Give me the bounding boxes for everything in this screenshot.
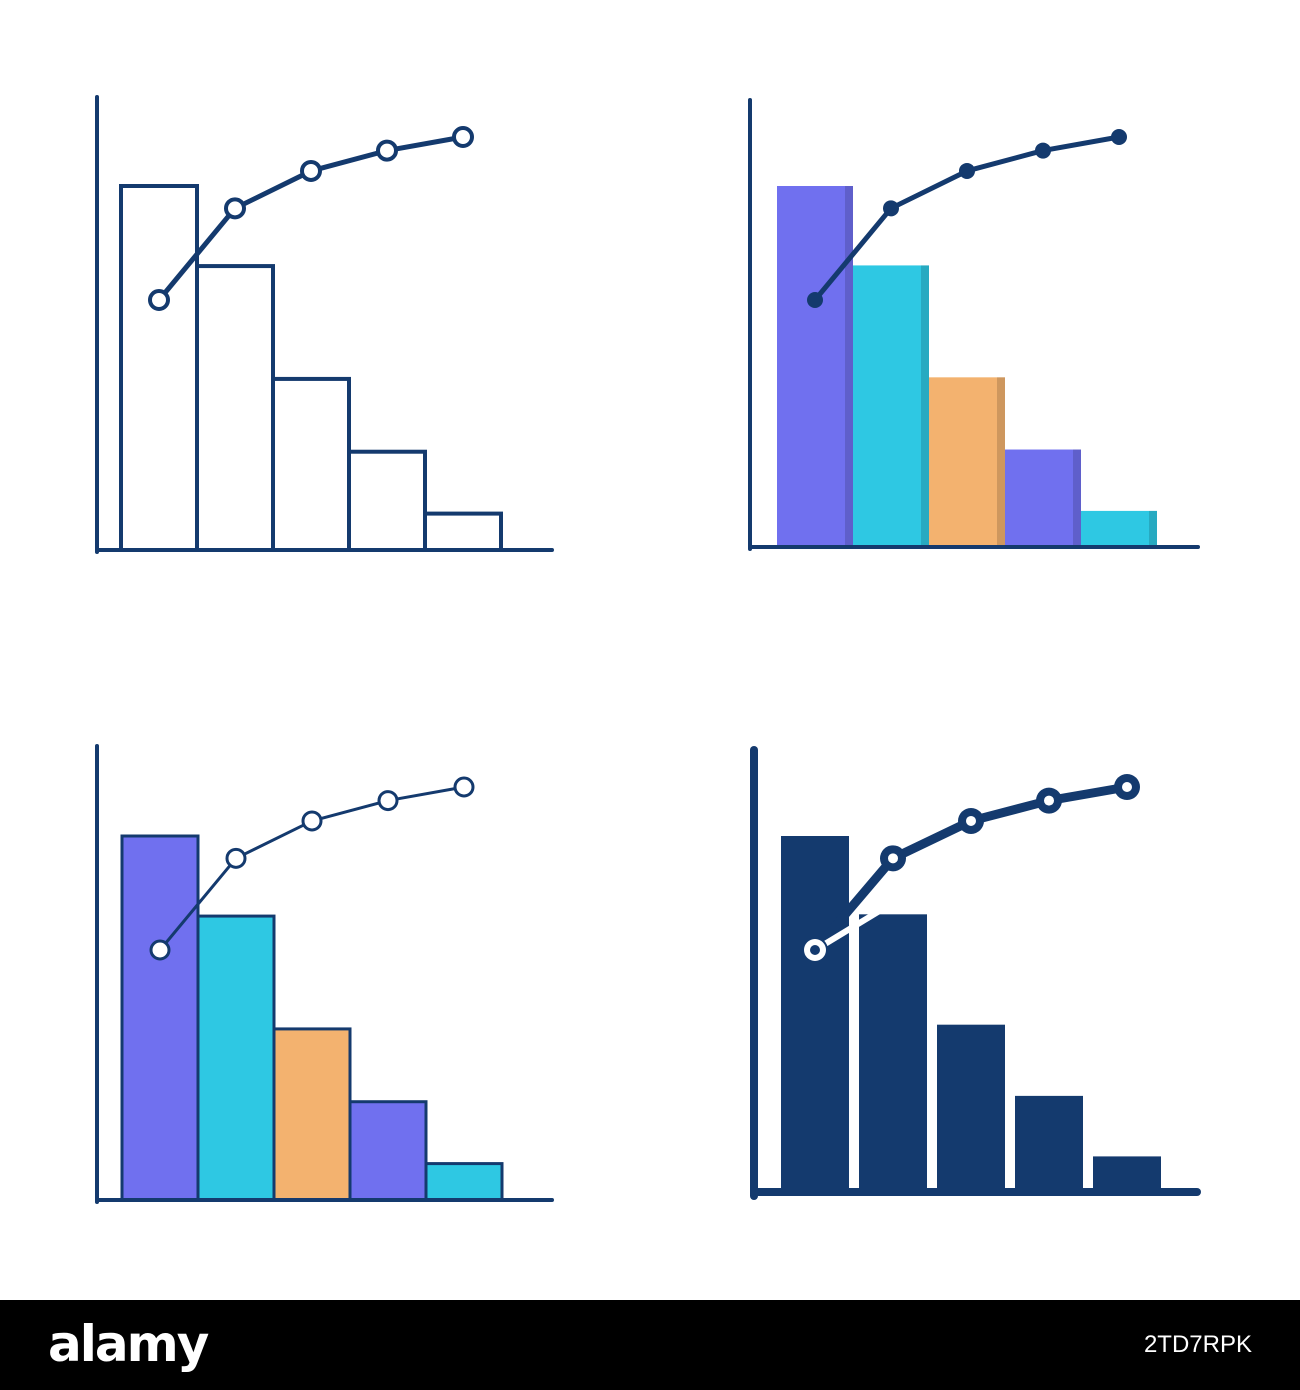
pareto-icon-flat-color (748, 98, 1200, 551)
cumulative-point-core-4 (1044, 795, 1054, 806)
bar-3 (929, 377, 1005, 547)
alamy-logo: alamy (48, 1315, 209, 1373)
pareto-icon-solid (750, 746, 1201, 1200)
bar-1 (120, 834, 200, 1202)
bar-2 (195, 264, 275, 552)
cumulative-point-3 (301, 810, 323, 832)
bar-2 (859, 914, 927, 1192)
image-id-label: 2TD7RPK (1143, 1331, 1252, 1358)
cumulative-point-4 (1035, 142, 1051, 159)
cumulative-point-2 (883, 200, 899, 217)
cumulative-point-5 (1111, 129, 1127, 145)
cumulative-point-core-5 (1122, 782, 1132, 792)
cumulative-point-1 (148, 289, 170, 311)
cumulative-point-2 (224, 197, 246, 220)
bar-5 (1081, 510, 1157, 547)
bar-1 (777, 186, 853, 547)
cumulative-point-5 (453, 776, 475, 798)
cumulative-point-2 (225, 847, 247, 869)
bar-4 (1005, 449, 1081, 547)
bar-5 (424, 1162, 504, 1202)
bar-5 (1093, 1156, 1161, 1192)
bar-4 (347, 449, 427, 552)
bar-4 (1015, 1095, 1083, 1192)
bar-shade-3 (997, 377, 1005, 547)
cumulative-point-dot-1 (810, 945, 820, 955)
bar-3 (272, 1027, 352, 1202)
cumulative-point-4 (376, 139, 398, 162)
cumulative-point-core-3 (966, 815, 976, 826)
watermark-footer-bar: alamy 2TD7RPK (0, 1300, 1300, 1390)
cumulative-point-core-2 (888, 853, 898, 864)
bar-shade-1 (845, 186, 853, 547)
bar-4 (348, 1100, 428, 1202)
bar-shade-5 (1149, 510, 1157, 547)
bar-3 (937, 1024, 1005, 1192)
bar-1 (781, 836, 849, 1192)
bar-2 (196, 914, 276, 1202)
bar-shade-2 (921, 265, 929, 547)
cumulative-point-4 (377, 790, 399, 812)
bar-2 (853, 265, 929, 547)
pareto-icon-outline (95, 95, 554, 554)
cumulative-point-1 (149, 939, 171, 961)
cumulative-point-3 (300, 159, 322, 182)
bar-3 (271, 376, 351, 553)
bar-5 (423, 511, 503, 552)
pareto-icon-set (95, 95, 1201, 1204)
cumulative-point-5 (452, 126, 474, 148)
cumulative-point-1 (807, 292, 823, 308)
cumulative-point-3 (959, 162, 975, 179)
bar-1 (119, 184, 199, 552)
pareto-icon-filled-outline (95, 744, 554, 1204)
bar-shade-4 (1073, 449, 1081, 547)
